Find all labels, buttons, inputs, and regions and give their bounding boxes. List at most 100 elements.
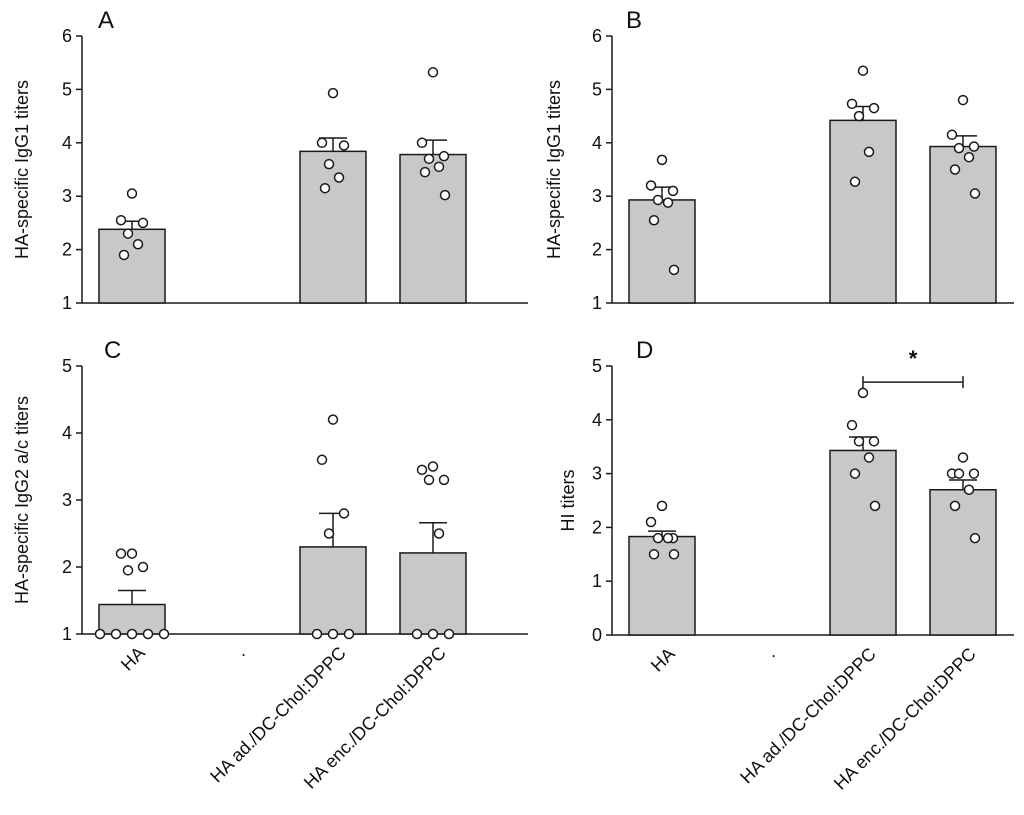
- y-tick-label: 6: [592, 26, 602, 46]
- data-point: [333, 172, 345, 183]
- y-tick-label: 2: [62, 240, 72, 260]
- data-point: [953, 142, 965, 154]
- bar: [628, 535, 696, 636]
- data-point: [323, 528, 335, 539]
- y-tick-label: 2: [592, 240, 602, 260]
- panel-letter: D: [636, 337, 653, 364]
- data-point: [137, 561, 149, 573]
- bar: [399, 153, 467, 304]
- data-point: [126, 188, 138, 199]
- data-point: [963, 151, 975, 163]
- bar: [829, 449, 897, 636]
- y-tick-label: 1: [592, 571, 602, 591]
- y-axis-label: HA-specific IgG1 titers: [12, 80, 32, 259]
- data-point: [849, 176, 861, 188]
- data-point: [439, 189, 451, 201]
- panel-b: B 1 2 3 4 5 6 HA-specific IgG1 titers: [544, 7, 1014, 313]
- data-point: [662, 532, 674, 544]
- data-point: [853, 110, 865, 122]
- y-tick-label: 5: [62, 79, 72, 99]
- data-point: [423, 153, 435, 165]
- data-point: [142, 628, 154, 640]
- data-point: [427, 461, 439, 472]
- y-tick-label: 1: [62, 624, 72, 644]
- panel-a: A 1 2 3 4 5 6 HA-specific IgG1 titers: [12, 7, 528, 313]
- y-tick-label: 1: [62, 293, 72, 313]
- data-point: [648, 214, 660, 226]
- y-tick-label: 1: [592, 293, 602, 313]
- y-tick-label: 3: [592, 464, 602, 484]
- data-point: [338, 508, 350, 519]
- data-point: [652, 532, 664, 544]
- data-point: [433, 528, 445, 539]
- y-tick-label: 4: [62, 133, 72, 153]
- data-point: [158, 628, 170, 640]
- y-axis-label: HA-specific IgG2 a/c titers: [12, 396, 32, 604]
- y-tick-label: 5: [592, 356, 602, 376]
- x-tick-label: .: [761, 644, 779, 662]
- data-point: [652, 194, 664, 206]
- data-point: [316, 454, 328, 466]
- y-axis-label: HA-specific IgG1 titers: [544, 80, 564, 259]
- data-point: [118, 249, 130, 261]
- y-tick-label: 4: [62, 423, 72, 443]
- bar: [929, 145, 997, 304]
- y-tick-label: 2: [592, 517, 602, 537]
- data-point: [327, 87, 339, 99]
- data-point: [868, 436, 880, 447]
- bar: [299, 546, 367, 635]
- data-point: [949, 500, 961, 512]
- data-point: [137, 217, 149, 229]
- data-point: [427, 67, 439, 78]
- y-tick-label: 5: [62, 356, 72, 376]
- data-point: [122, 565, 134, 576]
- data-point: [645, 516, 657, 528]
- data-point: [132, 239, 144, 250]
- data-point: [115, 548, 127, 559]
- y-tick-label: 4: [592, 410, 602, 430]
- data-point: [662, 197, 674, 208]
- data-point: [433, 161, 445, 173]
- x-tick-label: .: [231, 643, 249, 661]
- data-point: [327, 628, 339, 640]
- data-point: [868, 102, 880, 114]
- data-point: [443, 628, 455, 640]
- data-point: [863, 146, 875, 158]
- y-tick-label: 6: [62, 26, 72, 46]
- data-point: [668, 264, 680, 276]
- bar: [98, 228, 166, 304]
- data-point: [968, 468, 980, 479]
- data-point: [115, 214, 127, 226]
- data-point: [667, 185, 679, 197]
- x-tick-label: HA: [647, 644, 679, 676]
- data-point: [645, 180, 657, 191]
- y-tick-label: 2: [62, 557, 72, 577]
- data-point: [857, 387, 869, 399]
- data-point: [857, 65, 869, 76]
- data-point: [946, 129, 958, 141]
- data-point: [126, 628, 138, 640]
- data-point: [963, 484, 975, 495]
- data-point: [846, 98, 858, 110]
- data-point: [94, 628, 106, 640]
- data-point: [849, 468, 861, 479]
- panel-letter: C: [104, 337, 121, 364]
- data-point: [423, 474, 435, 486]
- panel-letter: B: [626, 7, 642, 34]
- data-point: [411, 628, 423, 640]
- bar: [929, 488, 997, 636]
- bar: [299, 150, 367, 304]
- data-point: [343, 628, 355, 640]
- data-point: [869, 500, 881, 512]
- y-tick-label: 3: [592, 186, 602, 206]
- data-point: [953, 468, 965, 479]
- data-point: [957, 452, 969, 463]
- data-point: [311, 628, 323, 640]
- data-point: [949, 164, 961, 175]
- data-point: [656, 500, 668, 512]
- data-point: [648, 549, 660, 560]
- data-point: [316, 137, 328, 149]
- data-point: [846, 419, 858, 431]
